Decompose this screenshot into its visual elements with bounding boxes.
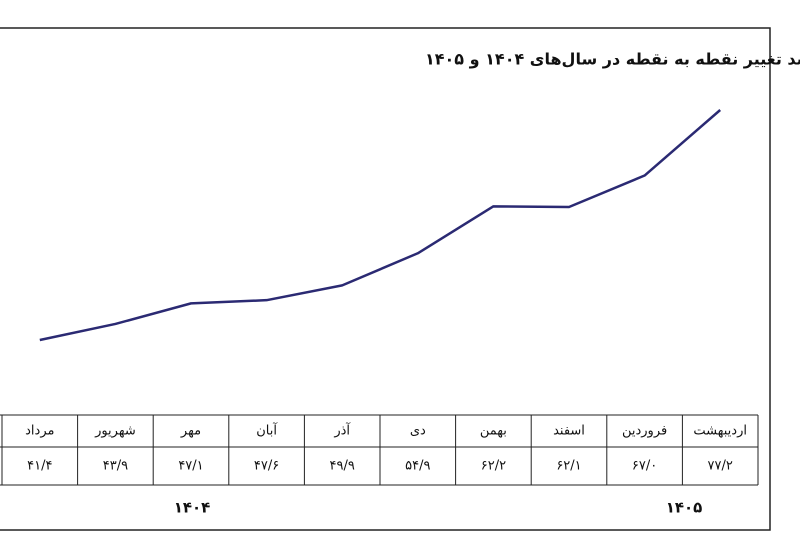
value-label: ۴۱/۴ xyxy=(27,459,52,474)
value-label: ۷۷/۲ xyxy=(708,459,733,474)
month-label: آبان xyxy=(256,422,278,439)
month-label: مهر xyxy=(180,424,201,439)
month-label: دی xyxy=(410,424,426,439)
value-label: ۵۴/۹ xyxy=(405,459,430,474)
plot: مرداد ۴۱/۴ شهریور ۴۳/۹ مهر ۴۷/۱ آبان ۴۷/۶ آذر ۴۹/… xyxy=(0,109,759,486)
month-label: اردیبهشت xyxy=(693,424,747,439)
month-label: فروردین xyxy=(622,424,667,439)
value-label: ۶۲/۱ xyxy=(556,459,581,474)
frame xyxy=(0,27,771,531)
value-label: ۴۹/۹ xyxy=(330,459,355,474)
value-label: ۴۷/۱ xyxy=(178,459,203,474)
chart-title: درصد تغییر نقطه به نقطه در سال‌های ۱۴۰۴ … xyxy=(425,50,800,69)
year-label: ۱۴۰۴ xyxy=(174,499,211,517)
month-label: اسفند xyxy=(553,424,585,439)
line xyxy=(39,109,722,342)
value-label: ۶۷/۰ xyxy=(632,459,657,474)
month-label: بهمن xyxy=(480,424,507,439)
year-label: ۱۴۰۵ xyxy=(666,499,703,517)
month-label: شهریور xyxy=(94,424,136,439)
value-label: ۴۷/۶ xyxy=(254,459,279,474)
value-label: ۶۲/۲ xyxy=(481,459,506,474)
month-label: مرداد xyxy=(25,424,54,439)
value-label: ۴۳/۹ xyxy=(103,459,128,474)
month-label: آذر xyxy=(333,422,351,439)
